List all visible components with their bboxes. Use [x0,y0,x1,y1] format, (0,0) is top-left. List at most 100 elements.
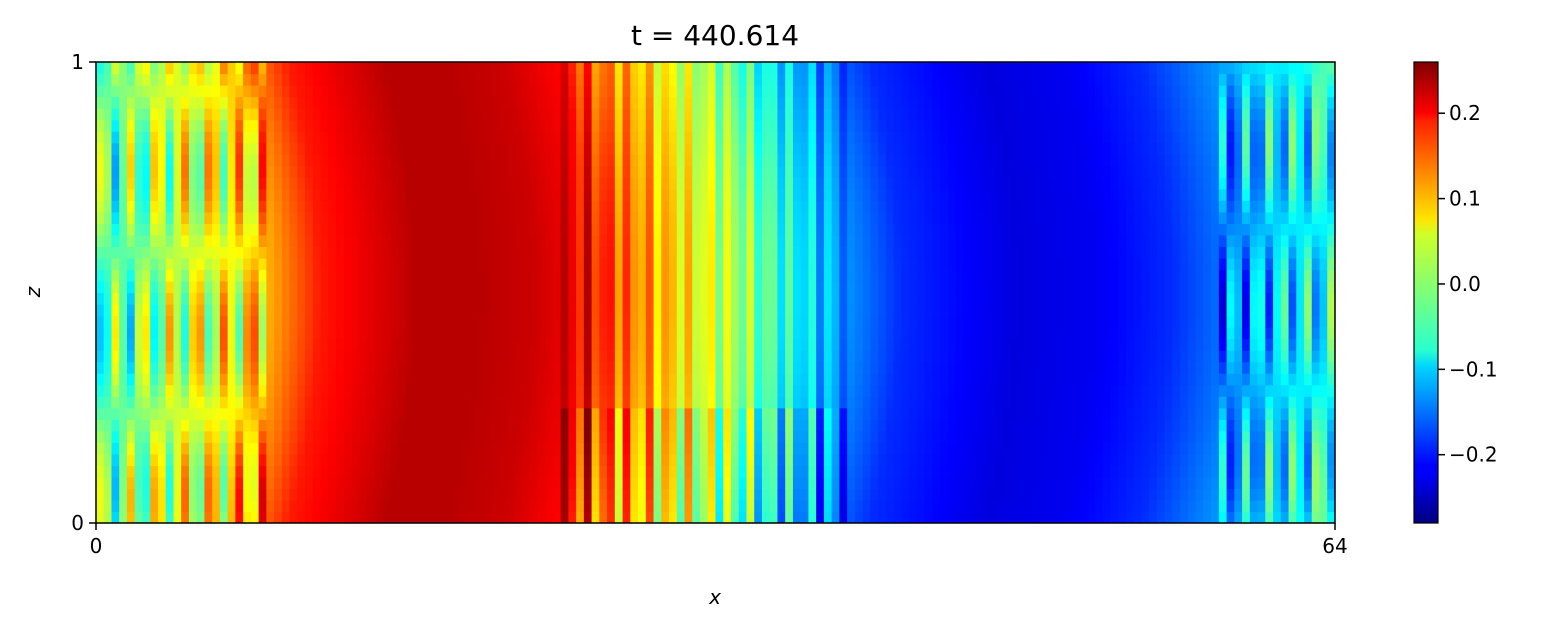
heatmap-cell [529,304,538,317]
heatmap-cell [800,361,810,374]
heatmap-cell [1017,304,1026,317]
heatmap-cell [800,465,810,478]
heatmap-cell [808,499,817,513]
heatmap-cell [514,96,523,109]
heatmap-cell [831,188,840,201]
heatmap-cell [490,96,500,109]
heatmap-cell [367,62,376,75]
heatmap-cell [157,269,167,282]
heatmap-cell [258,131,267,144]
heatmap-cell [398,384,407,397]
heatmap-cell [986,73,995,86]
heatmap-cell [1002,234,1011,248]
heatmap-cell [839,177,848,190]
heatmap-cell [398,177,407,190]
heatmap-cell [111,315,120,328]
heatmap-cell [901,62,910,75]
heatmap-cell [816,430,825,443]
heatmap-cell [483,62,492,75]
heatmap-cell [289,223,298,236]
heatmap-cell [560,338,569,351]
heatmap-cell [1002,292,1011,305]
heatmap-cell [622,165,631,178]
heatmap-cell [336,396,345,409]
heatmap-cell [947,223,957,236]
heatmap-cell [808,73,817,86]
heatmap-cell [219,396,229,409]
heatmap-cell [165,73,175,86]
heatmap-cell [96,304,105,317]
heatmap-cell [607,165,616,178]
heatmap-cell [196,419,206,432]
heatmap-cell [909,292,918,305]
heatmap-cell [831,465,840,478]
heatmap-cell [963,476,972,490]
heatmap-cell [947,499,957,513]
heatmap-cell [1056,315,1065,328]
heatmap-cell [413,338,422,351]
heatmap-cell [545,246,554,259]
heatmap-cell [916,430,926,443]
heatmap-cell [428,304,438,317]
heatmap-cell [947,338,957,351]
heatmap-cell [150,108,159,121]
heatmap-cell [436,269,446,282]
heatmap-cell [142,430,151,443]
heatmap-cell [847,304,856,317]
heatmap-cell [684,315,693,328]
heatmap-cell [738,499,748,513]
heatmap-cell [707,327,717,340]
heatmap-cell [444,234,453,248]
heatmap-cell [258,361,267,374]
heatmap-cell [583,280,593,294]
heatmap-cell [839,154,848,167]
heatmap-cell [684,200,693,213]
heatmap-cell [878,350,887,363]
heatmap-cell [723,373,732,386]
heatmap-cell [669,465,678,478]
heatmap-cell [328,96,337,109]
heatmap-cell [336,131,345,144]
heatmap-cell [730,488,740,501]
heatmap-cell [289,511,298,523]
heatmap-cell [398,338,407,351]
heatmap-cell [754,188,763,201]
heatmap-cell [878,292,887,305]
heatmap-cell [514,234,523,248]
heatmap-cell [367,269,376,282]
heatmap-cell [545,85,554,98]
heatmap-cell [134,315,144,328]
heatmap-cell [669,108,678,121]
heatmap-cell [971,188,980,201]
heatmap-cell [328,465,337,478]
heatmap-cell [715,73,724,86]
heatmap-cell [405,280,415,294]
heatmap-cell [359,292,368,305]
heatmap-cell [955,165,964,178]
heatmap-cell [940,73,949,86]
heatmap-cell [157,407,167,420]
heatmap-cell [173,407,182,420]
heatmap-cell [328,280,337,294]
heatmap-cell [955,257,964,271]
heatmap-cell [382,361,391,374]
heatmap-cell [730,257,740,271]
heatmap-cell [320,511,329,523]
heatmap-cell [181,73,190,86]
heatmap-cell [320,373,329,386]
heatmap-cell [707,384,717,397]
heatmap-cell [142,246,151,259]
heatmap-cell [730,384,740,397]
heatmap-cell [847,246,856,259]
heatmap-cell [467,211,477,224]
heatmap-cell [103,384,113,397]
heatmap-cell [777,419,786,432]
heatmap-cell [568,511,577,523]
heatmap-cell [390,177,399,190]
heatmap-cell [622,188,631,201]
heatmap-cell [1025,350,1034,363]
heatmap-cell [157,96,167,109]
heatmap-cell [870,373,879,386]
heatmap-cell [854,62,864,75]
heatmap-cell [235,142,244,155]
